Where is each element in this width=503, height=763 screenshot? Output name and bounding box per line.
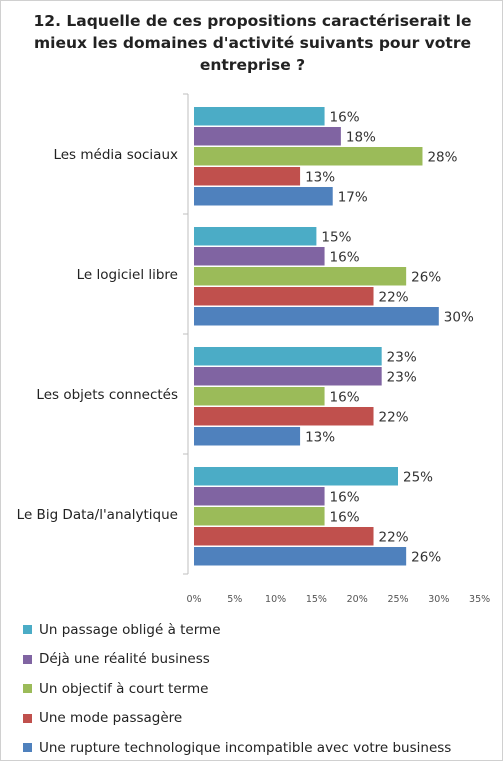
data-label: 17%: [338, 189, 368, 205]
data-label: 28%: [427, 149, 457, 165]
data-label: 16%: [330, 509, 360, 525]
data-label: 22%: [379, 289, 409, 305]
legend-item: Déjà une réalité business: [23, 645, 493, 675]
data-label: 26%: [411, 269, 441, 285]
bar: [194, 127, 341, 146]
legend-item: Un passage obligé à terme: [23, 615, 493, 645]
bar: [194, 527, 374, 546]
bar: [194, 367, 382, 386]
bar: [194, 387, 325, 406]
legend-label: Une rupture technologique incompatible a…: [39, 739, 452, 756]
bar: [194, 307, 439, 326]
category-label: Les objets connectés: [36, 387, 178, 403]
chart-title: 12. Laquelle de ces propositions caracté…: [33, 12, 472, 74]
bar: [194, 287, 374, 306]
legend-label: Un passage obligé à terme: [39, 621, 221, 638]
chart-legend: Un passage obligé à terme Déjà une réalit…: [23, 615, 493, 763]
x-tick-label: 5%: [227, 594, 242, 605]
legend-label: Une mode passagère: [39, 710, 183, 727]
bar: [194, 547, 407, 566]
bar: [194, 227, 317, 246]
data-label: 18%: [346, 129, 376, 145]
legend-label: Un objectif à court terme: [39, 680, 209, 697]
data-label: 25%: [403, 469, 433, 485]
legend-item: Une rupture technologique incompatible a…: [23, 733, 493, 763]
bar: [194, 247, 325, 266]
data-label: 23%: [387, 369, 417, 385]
bar: [194, 267, 407, 286]
legend-swatch: [23, 654, 32, 664]
category-label: Le logiciel libre: [77, 267, 178, 283]
bar: [194, 507, 325, 526]
bar: [194, 107, 325, 126]
x-tick-label: 0%: [186, 594, 201, 605]
legend-label: Déjà une réalité business: [39, 651, 210, 668]
data-label: 23%: [387, 349, 417, 365]
data-label: 16%: [330, 109, 360, 125]
data-label: 26%: [411, 549, 441, 565]
x-tick-label: 35%: [469, 594, 490, 605]
x-tick-label: 15%: [306, 594, 327, 605]
data-label: 22%: [379, 409, 409, 425]
category-label: Les média sociaux: [53, 147, 178, 163]
data-label: 16%: [330, 489, 360, 505]
legend-item: Une mode passagère: [23, 704, 493, 734]
legend-swatch: [23, 713, 32, 723]
x-tick-label: 30%: [428, 594, 449, 605]
x-tick-label: 25%: [387, 594, 408, 605]
bar: [194, 487, 325, 506]
x-tick-label: 20%: [347, 594, 368, 605]
data-label: 13%: [305, 429, 335, 445]
x-tick-label: 10%: [265, 594, 286, 605]
data-label: 30%: [444, 309, 474, 325]
data-label: 16%: [330, 249, 360, 265]
data-label: 22%: [379, 529, 409, 545]
legend-item: Un objectif à court terme: [23, 674, 493, 704]
bar: [194, 467, 398, 486]
bar: [194, 427, 301, 446]
legend-swatch: [23, 625, 32, 635]
bar: [194, 167, 301, 186]
data-label: 16%: [330, 389, 360, 405]
bar: [194, 407, 374, 426]
legend-swatch: [23, 743, 32, 753]
data-label: 15%: [321, 229, 351, 245]
bar: [194, 347, 382, 366]
category-label: Le Big Data/l'analytique: [17, 507, 178, 523]
data-label: 13%: [305, 169, 335, 185]
bar: [194, 147, 423, 166]
bar: [194, 187, 333, 206]
legend-swatch: [23, 684, 32, 694]
